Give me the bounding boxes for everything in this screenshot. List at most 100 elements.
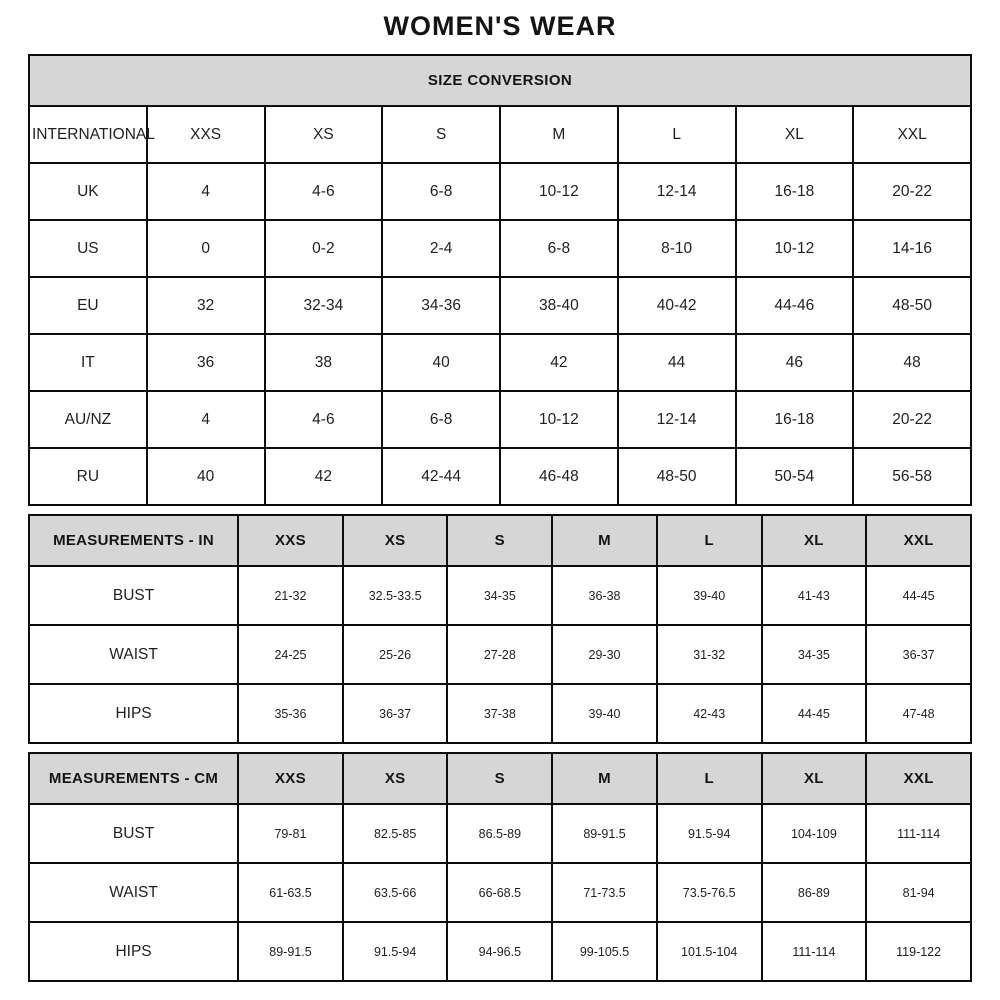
cell: 36-38 xyxy=(551,565,658,626)
column-header-xxl: XXL xyxy=(852,105,972,164)
cell: 63.5-66 xyxy=(341,862,449,923)
table-row-hips-cm: HIPS 89-91.5 91.5-94 94-96.5 99-105.5 10… xyxy=(27,921,972,982)
size-conversion-header-row: INTERNATIONAL XXS XS S M L XL XXL xyxy=(28,105,972,164)
cell: 37-38 xyxy=(446,683,554,744)
table-row-bust-cm: BUST 79-81 82.5-85 86.5-89 89-91.5 91.5-… xyxy=(27,803,972,864)
row-label: WAIST xyxy=(27,624,240,685)
cell: 44 xyxy=(616,333,737,392)
cell: 44-46 xyxy=(734,276,855,335)
cell: 86.5-89 xyxy=(446,803,554,864)
cell: 16-18 xyxy=(734,390,855,449)
cell: 94-96.5 xyxy=(446,921,554,982)
table-row-bust-in: BUST 21-32 32.5-33.5 34-35 36-38 39-40 4… xyxy=(27,565,972,626)
cell: 36-37 xyxy=(341,683,449,744)
cell: 42-44 xyxy=(381,447,501,506)
cell: 46-48 xyxy=(499,447,619,506)
cell: 61-63.5 xyxy=(237,862,344,923)
cell: 46 xyxy=(734,333,855,392)
cell: 73.5-76.5 xyxy=(655,862,763,923)
column-header-s: S xyxy=(446,514,554,567)
cell: 6-8 xyxy=(499,219,619,278)
cell: 25-26 xyxy=(341,624,449,685)
cell: 104-109 xyxy=(760,803,868,864)
cell: 99-105.5 xyxy=(551,921,658,982)
row-label: WAIST xyxy=(27,862,240,923)
measurements-in-header-row: MEASUREMENTS - IN XXS XS S M L XL XXL xyxy=(27,514,972,567)
cell: 89-91.5 xyxy=(237,921,344,982)
row-label: HIPS xyxy=(27,683,240,744)
cell: 42 xyxy=(499,333,619,392)
column-header-m: M xyxy=(551,752,658,805)
cell: 91.5-94 xyxy=(655,803,763,864)
cell: 40 xyxy=(145,447,266,506)
row-label: RU xyxy=(28,447,148,506)
cell: 0-2 xyxy=(263,219,384,278)
cell: 0 xyxy=(145,219,266,278)
cell: 38 xyxy=(263,333,384,392)
column-header-l: L xyxy=(655,514,763,567)
table-row-us: US 0 0-2 2-4 6-8 8-10 10-12 14-16 xyxy=(28,219,972,278)
cell: 40-42 xyxy=(616,276,737,335)
table-row-hips-in: HIPS 35-36 36-37 37-38 39-40 42-43 44-45… xyxy=(27,683,972,744)
table-row-ru: RU 40 42 42-44 46-48 48-50 50-54 56-58 xyxy=(28,447,972,506)
cell: 44-45 xyxy=(760,683,868,744)
cell: 35-36 xyxy=(237,683,344,744)
measurements-cm-table: MEASUREMENTS - CM XXS XS S M L XL XXL BU… xyxy=(27,752,972,982)
row-label: UK xyxy=(28,162,148,221)
row-label: EU xyxy=(28,276,148,335)
row-label: IT xyxy=(28,333,148,392)
cell: 36-37 xyxy=(865,624,972,685)
cell: 32 xyxy=(145,276,266,335)
column-header-xl: XL xyxy=(760,514,868,567)
cell: 12-14 xyxy=(616,162,737,221)
cell: 32-34 xyxy=(263,276,384,335)
column-header-s: S xyxy=(381,105,501,164)
cell: 29-30 xyxy=(551,624,658,685)
table-row-aunz: AU/NZ 4 4-6 6-8 10-12 12-14 16-18 20-22 xyxy=(28,390,972,449)
cell: 4 xyxy=(145,390,266,449)
page-title: WOMEN'S WEAR xyxy=(383,11,617,41)
column-header-international: INTERNATIONAL xyxy=(28,105,155,164)
cell: 111-114 xyxy=(760,921,868,982)
table-row-uk: UK 4 4-6 6-8 10-12 12-14 16-18 20-22 xyxy=(28,162,972,221)
column-header-s: S xyxy=(446,752,554,805)
cell: 8-10 xyxy=(616,219,737,278)
row-label: BUST xyxy=(27,565,240,626)
cell: 10-12 xyxy=(499,162,619,221)
cell: 111-114 xyxy=(865,803,972,864)
column-header-xs: XS xyxy=(263,105,384,164)
cell: 24-25 xyxy=(237,624,344,685)
measurements-cm-header-row: MEASUREMENTS - CM XXS XS S M L XL XXL xyxy=(27,752,972,805)
row-label: US xyxy=(28,219,148,278)
measurements-in-table: MEASUREMENTS - IN XXS XS S M L XL XXL BU… xyxy=(27,514,972,744)
cell: 42 xyxy=(263,447,384,506)
cell: 4-6 xyxy=(263,162,384,221)
cell: 82.5-85 xyxy=(341,803,449,864)
column-header-xxs: XXS xyxy=(237,514,344,567)
cell: 40 xyxy=(381,333,501,392)
row-label: HIPS xyxy=(27,921,240,982)
cell: 21-32 xyxy=(237,565,344,626)
cell: 14-16 xyxy=(852,219,972,278)
cell: 6-8 xyxy=(381,390,501,449)
size-conversion-banner-row: SIZE CONVERSION xyxy=(28,54,972,107)
cell: 38-40 xyxy=(499,276,619,335)
measurements-in-title: MEASUREMENTS - IN xyxy=(27,514,240,567)
cell: 2-4 xyxy=(381,219,501,278)
row-label: AU/NZ xyxy=(28,390,148,449)
cell: 42-43 xyxy=(655,683,763,744)
cell: 20-22 xyxy=(852,390,972,449)
cell: 34-36 xyxy=(381,276,501,335)
table-row-it: IT 36 38 40 42 44 46 48 xyxy=(28,333,972,392)
column-header-m: M xyxy=(551,514,658,567)
cell: 4 xyxy=(145,162,266,221)
size-conversion-table: SIZE CONVERSION INTERNATIONAL XXS XS S M… xyxy=(28,54,972,506)
cell: 4-6 xyxy=(263,390,384,449)
column-header-xl: XL xyxy=(760,752,868,805)
table-row-eu: EU 32 32-34 34-36 38-40 40-42 44-46 48-5… xyxy=(28,276,972,335)
size-conversion-title: SIZE CONVERSION xyxy=(28,54,972,107)
cell: 12-14 xyxy=(616,390,737,449)
cell: 34-35 xyxy=(446,565,554,626)
cell: 50-54 xyxy=(734,447,855,506)
cell: 47-48 xyxy=(865,683,972,744)
